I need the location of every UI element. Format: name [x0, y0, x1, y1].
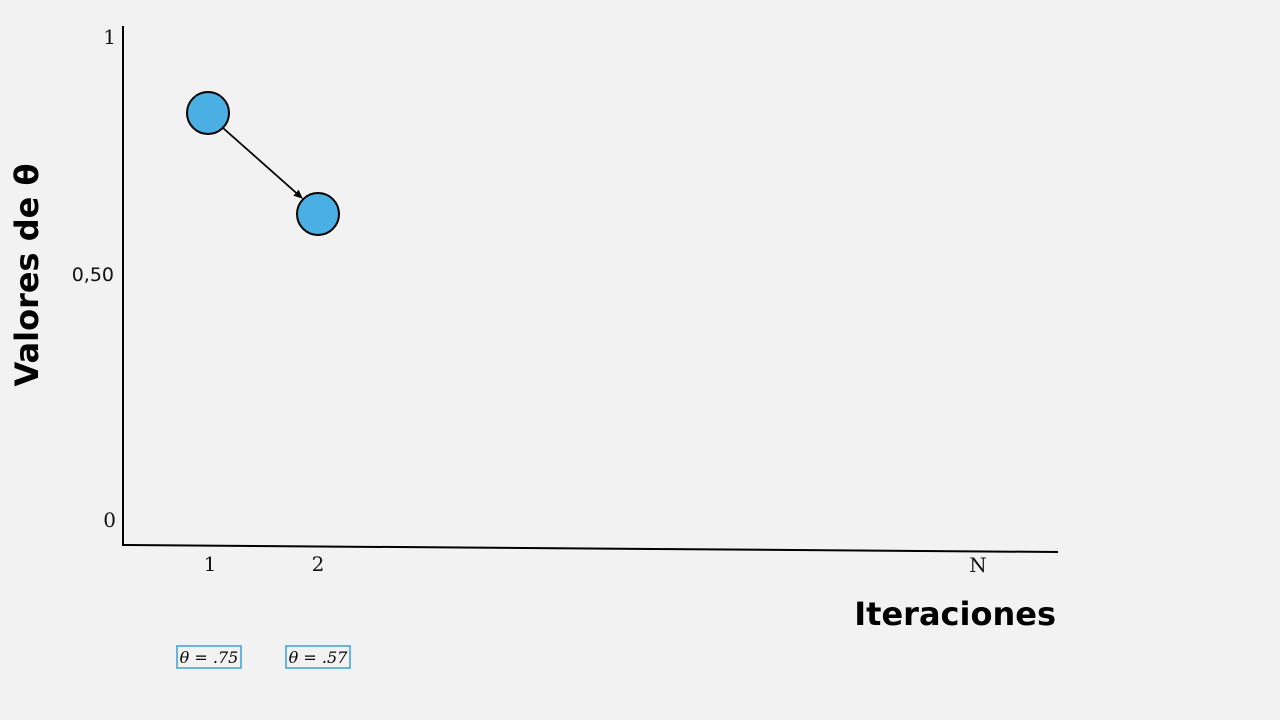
- theta-point-iteration-2: [296, 192, 340, 236]
- x-tick-label-1: 1: [204, 552, 217, 576]
- y-axis-title: Valores de θ: [8, 164, 46, 387]
- x-axis-line: [121, 544, 1059, 553]
- theta-point-iteration-1: [186, 91, 230, 135]
- theta-value-box-2: [285, 645, 351, 669]
- iteration-arrow: [222, 127, 303, 199]
- theta-value-label-2: θ = .57: [289, 648, 348, 667]
- y-tick-label-050: 0,50: [72, 264, 114, 286]
- y-tick-label-1: 1: [103, 25, 116, 49]
- x-tick-label-2: 2: [312, 552, 325, 576]
- theta-value-box-1: [176, 645, 242, 669]
- theta-value-label-1: θ = .75: [180, 648, 239, 667]
- y-tick-label-0: 0: [103, 508, 116, 532]
- x-tick-label-n: N: [969, 553, 987, 577]
- x-axis-title: Iteraciones: [854, 595, 1056, 633]
